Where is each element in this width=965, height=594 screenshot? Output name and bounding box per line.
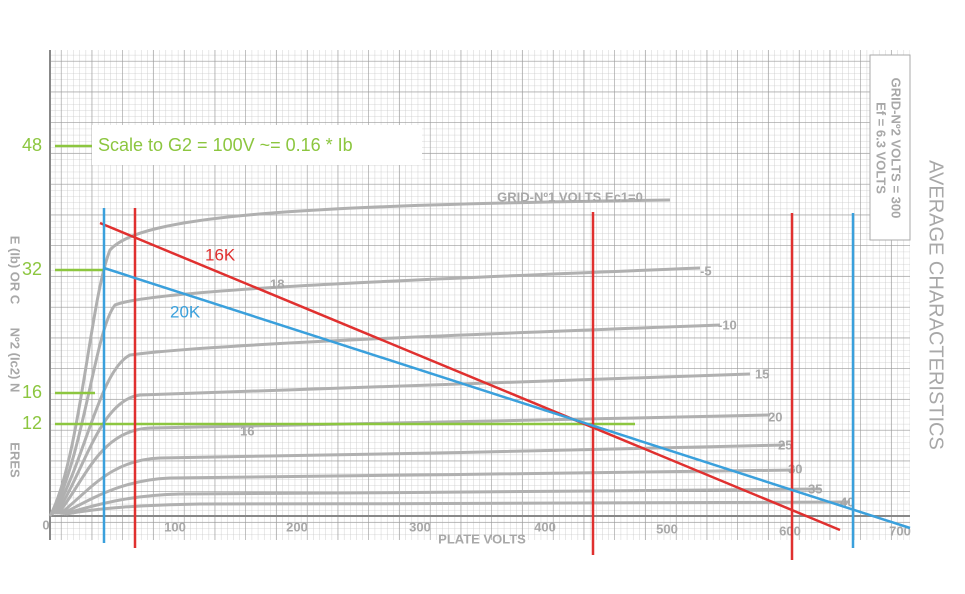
x-tick-label: 500 [656,521,678,536]
curve [63,487,821,516]
curve-label: 16 [240,423,254,438]
curve-label: 35 [808,481,822,496]
conditions-box [869,54,911,241]
curve-label: GRID-Nº1 VOLTS Ec1=0 [497,189,643,204]
green-guides [55,144,635,426]
side-title: AVERAGE CHARACTERISTICS [925,160,947,450]
left-edge-text: E (Ib) OR C [8,236,23,305]
red-lines [99,208,841,560]
curve-label: 25 [778,437,792,452]
note-box [92,125,422,165]
scale-label: 32 [22,259,42,279]
curve [61,468,796,516]
curve [65,500,851,516]
x-tick-label: 0 [42,517,49,532]
scale-note: Scale to G2 = 100V ~= 0.16 * Ib [98,135,353,155]
x-tick-label: 200 [286,519,308,534]
x-tick-label: 300 [409,519,431,534]
x-axis-title: PLATE VOLTS [438,531,526,546]
curve-label: 15 [755,366,769,381]
curve-label: 30 [788,461,802,476]
curve [54,372,751,515]
scale-label: 12 [22,413,42,433]
load-label: 20K [170,302,201,321]
curve [52,323,721,515]
left-edge-text: ERES [8,442,23,478]
curve-label: 18 [270,276,284,291]
curve-label: -10 [718,317,737,332]
curve [56,413,771,515]
x-tick-label: 100 [164,519,186,534]
scale-label: 16 [22,382,42,402]
load-label: 16K [205,245,236,264]
x-tick-label: 400 [534,519,556,534]
curve-label: 20 [768,409,782,424]
curve-label: -5 [700,263,712,278]
curve [48,198,671,517]
condition: GRID-Nº2 VOLTS = 300 [889,78,904,219]
condition: Ef = 6.3 VOLTS [874,102,889,194]
plate-curves [48,198,851,517]
left-edge-text: Nº2 (Ic2) N [8,328,23,393]
x-tick-label: 600 [779,523,801,538]
load-line [99,221,841,532]
scale-label: 48 [22,135,42,155]
curve [59,443,786,516]
curve [50,266,701,516]
blue-lines [102,208,911,548]
load-line [103,266,911,530]
